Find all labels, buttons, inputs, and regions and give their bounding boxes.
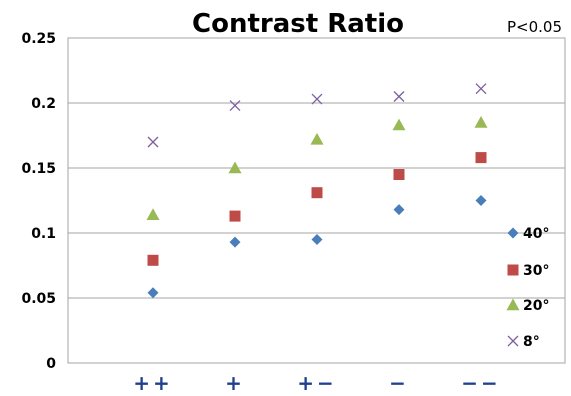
x-tick-label: − <box>389 371 409 392</box>
x-tick-label: ++ <box>133 371 173 392</box>
data-point-series-3 <box>147 136 159 148</box>
legend-label: 8° <box>523 334 540 350</box>
data-point-series-1 <box>475 152 487 164</box>
plot-area <box>67 37 566 364</box>
data-point-series-3-stroke <box>393 91 405 102</box>
data-point-series-1 <box>229 210 241 222</box>
legend-marker <box>506 298 520 311</box>
data-point-series-1 <box>393 169 405 180</box>
data-point-series-3-stroke <box>229 100 241 112</box>
data-point-series-3 <box>229 100 241 112</box>
data-points <box>146 83 488 299</box>
chart-title: Contrast Ratio <box>192 9 404 39</box>
data-point-series-3 <box>475 83 487 95</box>
data-point-series-3-stroke <box>147 136 159 148</box>
data-point-series-0 <box>229 236 241 248</box>
y-tick-label: 0.05 <box>21 291 56 307</box>
legend-marker-stroke <box>507 335 519 347</box>
legend-label: 30° <box>523 263 549 279</box>
y-tick-label: 0.2 <box>31 96 56 112</box>
legend-marker <box>507 335 519 347</box>
data-point-series-2 <box>228 161 242 174</box>
data-point-series-3-stroke <box>475 83 487 95</box>
data-point-series-1 <box>311 187 323 199</box>
data-point-series-0 <box>475 195 487 206</box>
x-axis-ticks: ++ + +− − −− <box>133 371 501 395</box>
data-point-series-1 <box>147 254 159 266</box>
y-tick-label: 0.1 <box>31 226 56 242</box>
data-point-series-0 <box>311 234 323 245</box>
y-tick-label: 0 <box>46 356 56 372</box>
data-point-series-0 <box>147 287 159 299</box>
legend-label: 20° <box>523 298 549 314</box>
data-point-series-3-stroke <box>311 93 323 105</box>
x-tick-label: −− <box>461 371 501 392</box>
data-point-series-2 <box>392 118 406 131</box>
data-point-series-2 <box>310 132 324 145</box>
data-point-series-3 <box>311 93 323 105</box>
legend: 40° 30° 20° 8° <box>506 226 549 350</box>
x-tick-label: +− <box>297 371 337 392</box>
y-tick-label: 0.25 <box>21 31 56 47</box>
chart-annotation: P<0.05 <box>507 18 562 36</box>
legend-marker <box>507 264 519 276</box>
data-point-series-2 <box>146 208 160 220</box>
y-tick-label: 0.15 <box>21 161 56 177</box>
data-point-series-3 <box>393 91 405 102</box>
y-axis-ticks: 0 0.05 0.1 0.15 0.2 0.25 <box>21 31 56 372</box>
x-tick-label: + <box>225 371 245 392</box>
legend-marker <box>507 227 519 239</box>
gridlines <box>68 102 565 299</box>
data-point-series-2 <box>474 116 488 128</box>
data-point-series-0 <box>393 204 405 216</box>
legend-label: 40° <box>523 226 549 242</box>
